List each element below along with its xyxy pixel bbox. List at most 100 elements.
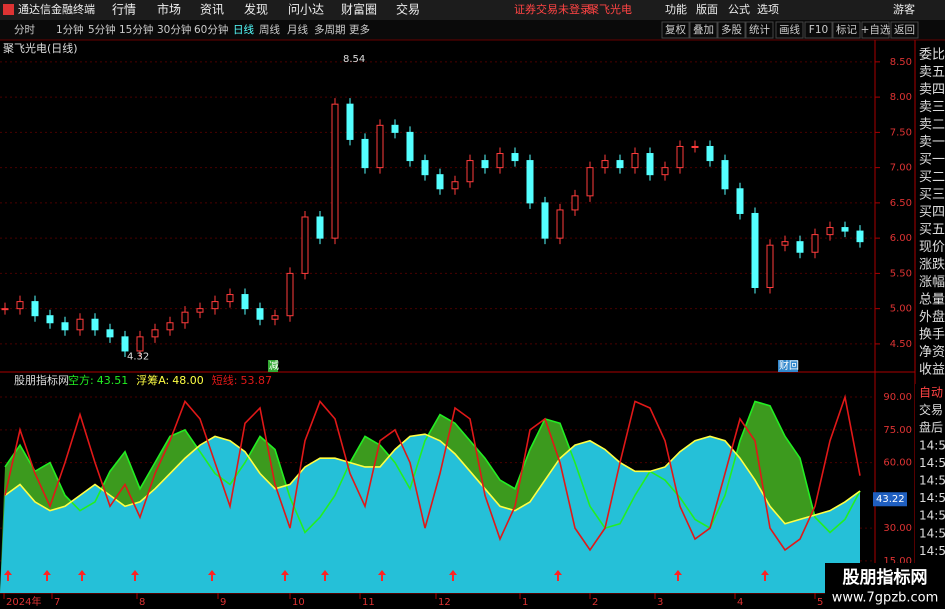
- time-label: 5: [817, 597, 823, 608]
- tool-label: 多股: [721, 23, 742, 36]
- menu-item[interactable]: 资讯: [200, 3, 224, 17]
- tool-label: 画线: [779, 23, 800, 36]
- menu-item[interactable]: 发现: [244, 2, 268, 17]
- user[interactable]: 游客: [893, 2, 915, 16]
- tool-label: +自选: [861, 23, 891, 36]
- indicator-title: 股朋指标网: [14, 373, 69, 387]
- candle: [631, 153, 639, 169]
- side-label: 14:56: [919, 544, 945, 558]
- tool-button[interactable]: [890, 21, 919, 39]
- quote-label: 买四: [919, 205, 945, 220]
- time-label: 12: [438, 597, 451, 608]
- period-tab[interactable]: 更多: [349, 23, 370, 36]
- time-label: 4: [737, 597, 743, 608]
- cyan-area: [0, 434, 860, 593]
- signal-arrow: [43, 570, 51, 581]
- event-label: 财回: [779, 359, 799, 372]
- candle: [721, 160, 729, 190]
- period-tab[interactable]: 月线: [287, 23, 308, 36]
- y-tick-label: 5.50: [890, 268, 912, 279]
- legend-value: 48.00: [172, 374, 204, 387]
- candle: [616, 160, 624, 169]
- legend-value: 43.51: [97, 374, 129, 387]
- y-tick-label: 4.50: [890, 339, 912, 350]
- menu-item[interactable]: 行情: [112, 3, 136, 17]
- indicator-line: [4, 393, 861, 552]
- high-label: 8.54: [343, 54, 365, 65]
- quote-label: 卖五: [919, 65, 945, 80]
- side-label: 14:56: [919, 438, 945, 452]
- quote-label: 买三: [919, 188, 945, 203]
- signal-arrow: [281, 570, 289, 581]
- period-tab[interactable]: 分时: [14, 24, 35, 36]
- menu-item[interactable]: 市场: [157, 2, 181, 17]
- candle: [586, 167, 594, 197]
- candle: [346, 103, 354, 140]
- time-label: 3: [657, 597, 663, 608]
- y-tick-label: 30.00: [883, 523, 912, 534]
- quote-label: 卖二: [919, 118, 945, 133]
- tool-button[interactable]: [745, 21, 774, 39]
- tool-button[interactable]: [861, 21, 890, 39]
- time-label: 2024年: [6, 595, 41, 608]
- candle: [271, 315, 279, 320]
- candle: [361, 138, 369, 169]
- signal-arrow: [321, 570, 329, 581]
- side-label: 14:56: [919, 474, 945, 488]
- menu-item[interactable]: 问小达: [288, 3, 324, 17]
- app-name: 通达信金融终端: [18, 2, 95, 16]
- menu-bar: [0, 0, 945, 20]
- candle: [286, 272, 294, 317]
- candle: [841, 227, 849, 232]
- candle: [421, 160, 429, 176]
- period-tab[interactable]: 周线: [259, 23, 280, 36]
- y-tick-label: 90.00: [883, 392, 912, 403]
- candle: [556, 209, 564, 239]
- candle: [106, 329, 114, 338]
- candle: [226, 294, 234, 303]
- y-tick-label: 7.00: [890, 163, 912, 174]
- time-label: 10: [292, 597, 305, 608]
- period-tab[interactable]: 日线: [233, 23, 254, 36]
- side-label: 自动: [919, 386, 943, 400]
- candle: [256, 308, 264, 320]
- tool-button[interactable]: [717, 21, 746, 39]
- candle: [706, 145, 714, 162]
- toolbar: [0, 20, 945, 40]
- quote-label: 买二: [919, 170, 945, 185]
- quote-label: 涨跌: [919, 257, 945, 273]
- period-tab[interactable]: 1分钟: [56, 23, 84, 36]
- period-tab[interactable]: 60分钟: [194, 23, 228, 36]
- event-badge: [268, 360, 278, 372]
- menu-right[interactable]: 版面: [696, 2, 718, 16]
- tool-button[interactable]: [689, 21, 718, 39]
- legend-name: 短线:: [212, 373, 238, 387]
- login-status[interactable]: 证券交易未登录: [514, 2, 591, 16]
- signal-arrow: [674, 570, 682, 581]
- candle: [121, 336, 129, 352]
- y-tick-label: 7.50: [890, 127, 912, 138]
- tool-button[interactable]: [832, 21, 861, 39]
- menu-item[interactable]: 财富圈: [341, 2, 377, 17]
- menu-right[interactable]: 功能: [665, 2, 687, 16]
- menu-right[interactable]: 公式: [728, 3, 750, 16]
- side-label: 交易: [919, 402, 943, 417]
- quote-label: 卖三: [919, 100, 945, 115]
- app-icon: [3, 4, 14, 15]
- candle: [751, 212, 759, 288]
- tool-label: 叠加: [693, 24, 714, 36]
- tool-button[interactable]: [804, 21, 833, 39]
- menu-item[interactable]: 交易: [396, 2, 420, 17]
- period-tab[interactable]: 15分钟: [119, 23, 153, 36]
- period-tab[interactable]: 30分钟: [157, 23, 191, 36]
- period-tab[interactable]: 多周期: [314, 23, 346, 36]
- menu-right[interactable]: 选项: [757, 3, 779, 16]
- candle: [196, 308, 204, 313]
- signal-arrow: [131, 570, 139, 581]
- y-tick-label: 15.00: [883, 556, 912, 567]
- tool-button[interactable]: [775, 21, 804, 39]
- tool-button[interactable]: [661, 21, 690, 39]
- period-tab[interactable]: 5分钟: [88, 23, 116, 36]
- signal-arrow: [761, 570, 769, 581]
